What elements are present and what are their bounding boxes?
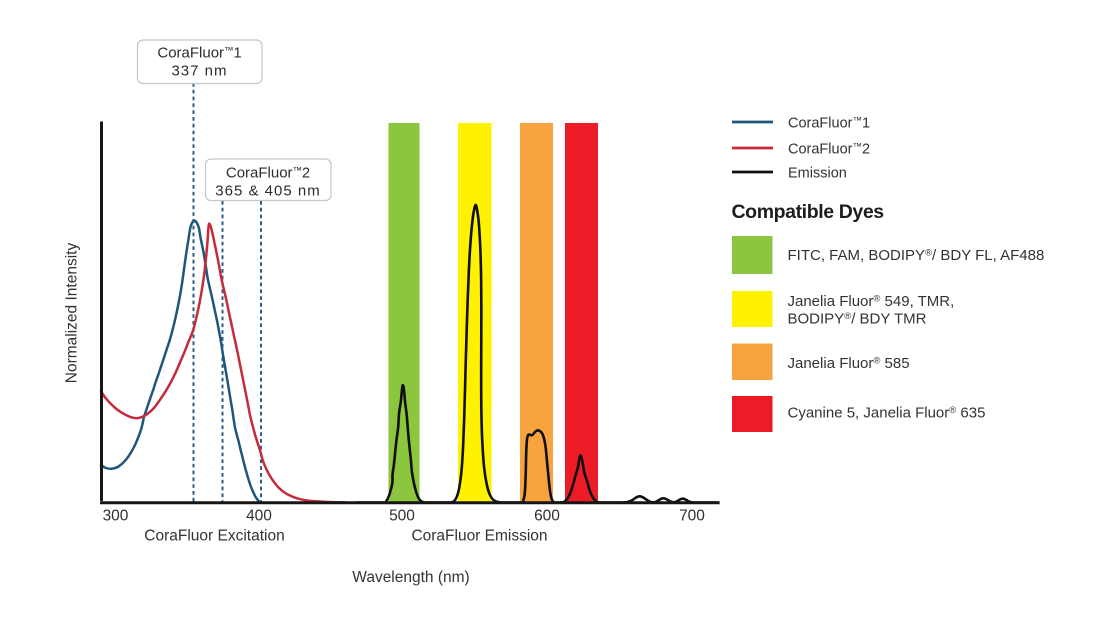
svg-text:500: 500 bbox=[389, 508, 415, 525]
svg-text:Cyanine 5, Janelia Fluor® 635: Cyanine 5, Janelia Fluor® 635 bbox=[788, 405, 986, 422]
svg-text:Janelia Fluor® 549, TMR,: Janelia Fluor® 549, TMR, bbox=[788, 293, 955, 310]
svg-text:700: 700 bbox=[679, 508, 705, 525]
svg-text:Normalized Intensity: Normalized Intensity bbox=[64, 243, 81, 384]
svg-text:600: 600 bbox=[534, 508, 560, 525]
svg-text:365 & 405 nm: 365 & 405 nm bbox=[215, 183, 320, 200]
svg-text:CoraFluor™1: CoraFluor™1 bbox=[157, 45, 241, 62]
svg-text:Janelia Fluor® 585: Janelia Fluor® 585 bbox=[788, 355, 910, 372]
svg-text:337 nm: 337 nm bbox=[171, 63, 227, 80]
svg-text:Emission: Emission bbox=[788, 165, 847, 181]
svg-text:FITC, FAM, BODIPY®/ BDY FL, AF: FITC, FAM, BODIPY®/ BDY FL, AF488 bbox=[788, 247, 1045, 264]
svg-text:Compatible Dyes: Compatible Dyes bbox=[732, 201, 885, 223]
svg-text:CoraFluor™2: CoraFluor™2 bbox=[226, 165, 310, 182]
svg-text:CoraFluor Excitation: CoraFluor Excitation bbox=[144, 528, 284, 545]
svg-text:CoraFluor Emission: CoraFluor Emission bbox=[411, 527, 547, 544]
svg-text:Wavelength (nm): Wavelength (nm) bbox=[352, 569, 469, 586]
svg-text:400: 400 bbox=[246, 508, 272, 525]
svg-text:BODIPY®/ BDY TMR: BODIPY®/ BDY TMR bbox=[788, 311, 927, 328]
svg-text:300: 300 bbox=[103, 508, 129, 525]
svg-text:CoraFluor™1: CoraFluor™1 bbox=[788, 115, 870, 131]
svg-text:CoraFluor™2: CoraFluor™2 bbox=[788, 141, 870, 157]
